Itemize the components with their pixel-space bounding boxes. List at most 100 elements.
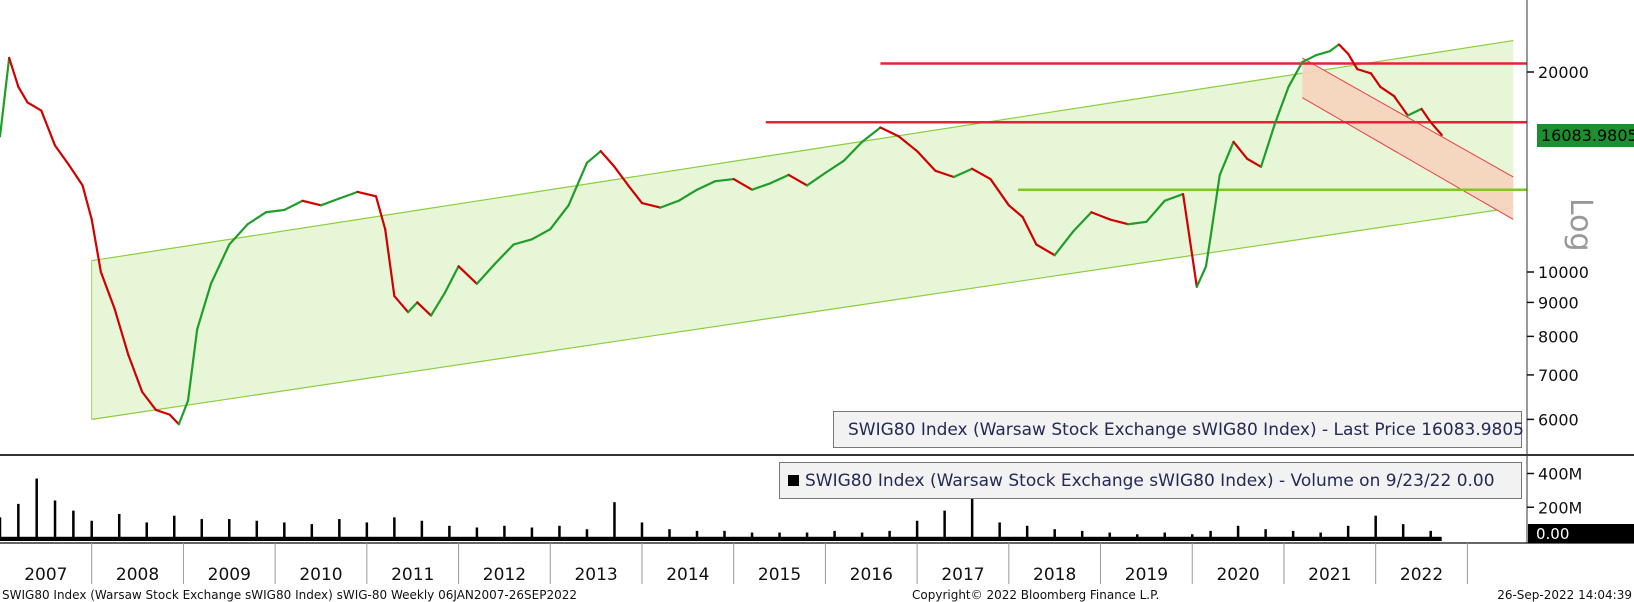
volume-bar-35 bbox=[915, 520, 919, 541]
price-segment-16 bbox=[177, 399, 190, 426]
price-segment-43 bbox=[599, 150, 616, 168]
price-segment-26 bbox=[338, 190, 359, 200]
price-ytick-label-6000: 6000 bbox=[1538, 410, 1579, 429]
price-segment-34 bbox=[443, 265, 460, 295]
year-label-2015: 2015 bbox=[758, 565, 801, 585]
price-segment-46 bbox=[640, 201, 662, 209]
price-segment-70 bbox=[1071, 211, 1093, 233]
price-segment-15 bbox=[168, 413, 180, 426]
last-volume-tag-text: 0.00 bbox=[1536, 524, 1570, 543]
price-ytick-label-9000: 9000 bbox=[1538, 293, 1579, 312]
volume-bar-27 bbox=[695, 530, 699, 541]
price-segment-22 bbox=[264, 208, 286, 214]
volume-bar-6 bbox=[117, 514, 121, 541]
price-segment-41 bbox=[567, 161, 589, 207]
price-segment-32 bbox=[416, 301, 433, 317]
year-label-2022: 2022 bbox=[1400, 565, 1443, 585]
price-segment-75 bbox=[1163, 192, 1185, 202]
price-segment-58 bbox=[860, 126, 882, 143]
price-segment-21 bbox=[246, 211, 268, 226]
price-legend[interactable]: SWIG80 Index (Warsaw Stock Exchange sWIG… bbox=[833, 411, 1524, 448]
volume-bar-49 bbox=[1291, 530, 1295, 541]
price-segment-47 bbox=[659, 199, 680, 209]
price-segment-53 bbox=[769, 173, 790, 185]
volume-bar-47 bbox=[1236, 525, 1240, 541]
year-label-2007: 2007 bbox=[24, 565, 67, 585]
price-segment-33 bbox=[429, 291, 446, 317]
volume-bar-24 bbox=[613, 502, 616, 541]
price-segment-72 bbox=[1108, 218, 1130, 226]
volume-bar-2 bbox=[35, 478, 38, 541]
volume-panel bbox=[0, 478, 1442, 541]
price-legend-text: SWIG80 Index (Warsaw Stock Exchange sWIG… bbox=[848, 419, 1524, 440]
price-segment-12 bbox=[127, 353, 144, 393]
price-segment-65 bbox=[989, 177, 1010, 207]
price-segment-76 bbox=[1181, 192, 1198, 288]
price-segment-8 bbox=[81, 184, 93, 221]
volume-bar-8 bbox=[173, 515, 176, 541]
price-segment-91 bbox=[1356, 68, 1373, 75]
footer-copyright: Copyright© 2022 Bloomberg Finance L.P. bbox=[912, 588, 1160, 602]
price-segment-55 bbox=[805, 171, 827, 187]
year-label-2010: 2010 bbox=[299, 565, 342, 585]
price-segment-20 bbox=[228, 223, 249, 246]
price-segment-89 bbox=[1337, 43, 1350, 55]
price-segment-37 bbox=[494, 243, 515, 265]
volume-bar-28 bbox=[723, 530, 726, 541]
volume-bar-13 bbox=[310, 524, 314, 541]
volume-bar-34 bbox=[888, 530, 891, 541]
volume-legend-swatch bbox=[788, 475, 799, 486]
volume-bar-23 bbox=[585, 529, 589, 541]
price-segment-83 bbox=[1259, 122, 1276, 168]
price-segment-44 bbox=[613, 165, 630, 187]
volume-bar-11 bbox=[255, 520, 259, 541]
year-label-2016: 2016 bbox=[850, 565, 893, 585]
price-segment-6 bbox=[53, 144, 70, 166]
price-segment-4 bbox=[26, 101, 43, 112]
volume-bar-18 bbox=[448, 525, 451, 541]
volume-bar-41 bbox=[1080, 530, 1084, 541]
price-segment-82 bbox=[1246, 157, 1263, 168]
price-segment-68 bbox=[1035, 243, 1056, 257]
price-segment-10 bbox=[99, 270, 116, 310]
volume-bar-0 bbox=[0, 517, 2, 541]
volume-bar-36 bbox=[943, 510, 946, 541]
price-segment-17 bbox=[186, 328, 199, 402]
volume-bar-19 bbox=[475, 527, 479, 541]
volume-bar-51 bbox=[1346, 525, 1350, 541]
year-label-2014: 2014 bbox=[666, 565, 709, 585]
price-segment-31 bbox=[407, 301, 419, 314]
last-volume-tag: 0.00 bbox=[1528, 524, 1634, 543]
price-segment-40 bbox=[549, 204, 570, 231]
price-segment-80 bbox=[1218, 140, 1235, 177]
price-segment-94 bbox=[1392, 94, 1409, 117]
volume-bar-1 bbox=[17, 503, 20, 541]
year-label-2012: 2012 bbox=[483, 565, 526, 585]
volume-bar-48 bbox=[1264, 529, 1267, 541]
price-segment-27 bbox=[356, 190, 378, 198]
volume-legend[interactable]: SWIG80 Index (Warsaw Stock Exchange sWIG… bbox=[779, 462, 1522, 499]
price-segment-85 bbox=[1287, 60, 1304, 88]
price-segment-35 bbox=[457, 265, 479, 285]
price-segment-87 bbox=[1314, 50, 1331, 57]
price-ytick-label-10000: 10000 bbox=[1538, 263, 1589, 282]
volume-bar-10 bbox=[228, 519, 231, 541]
price-segment-59 bbox=[879, 126, 900, 138]
price-segment-61 bbox=[916, 150, 937, 172]
price-segment-88 bbox=[1328, 43, 1341, 53]
price-segment-51 bbox=[732, 177, 754, 191]
volume-bar-16 bbox=[393, 517, 396, 541]
volume-bar-39 bbox=[1025, 525, 1029, 541]
downtrend-channel-lower-line bbox=[1302, 97, 1514, 220]
price-segment-11 bbox=[113, 307, 130, 357]
footer-left: SWIG80 Index (Warsaw Stock Exchange sWIG… bbox=[2, 588, 577, 602]
price-segment-28 bbox=[374, 195, 387, 231]
price-segment-39 bbox=[530, 228, 552, 241]
volume-legend-text: SWIG80 Index (Warsaw Stock Exchange sWIG… bbox=[805, 470, 1495, 491]
price-segment-3 bbox=[17, 85, 29, 104]
volume-bar-22 bbox=[558, 525, 561, 541]
volume-bar-12 bbox=[283, 522, 286, 541]
price-segment-5 bbox=[40, 109, 57, 147]
year-label-2013: 2013 bbox=[574, 565, 617, 585]
